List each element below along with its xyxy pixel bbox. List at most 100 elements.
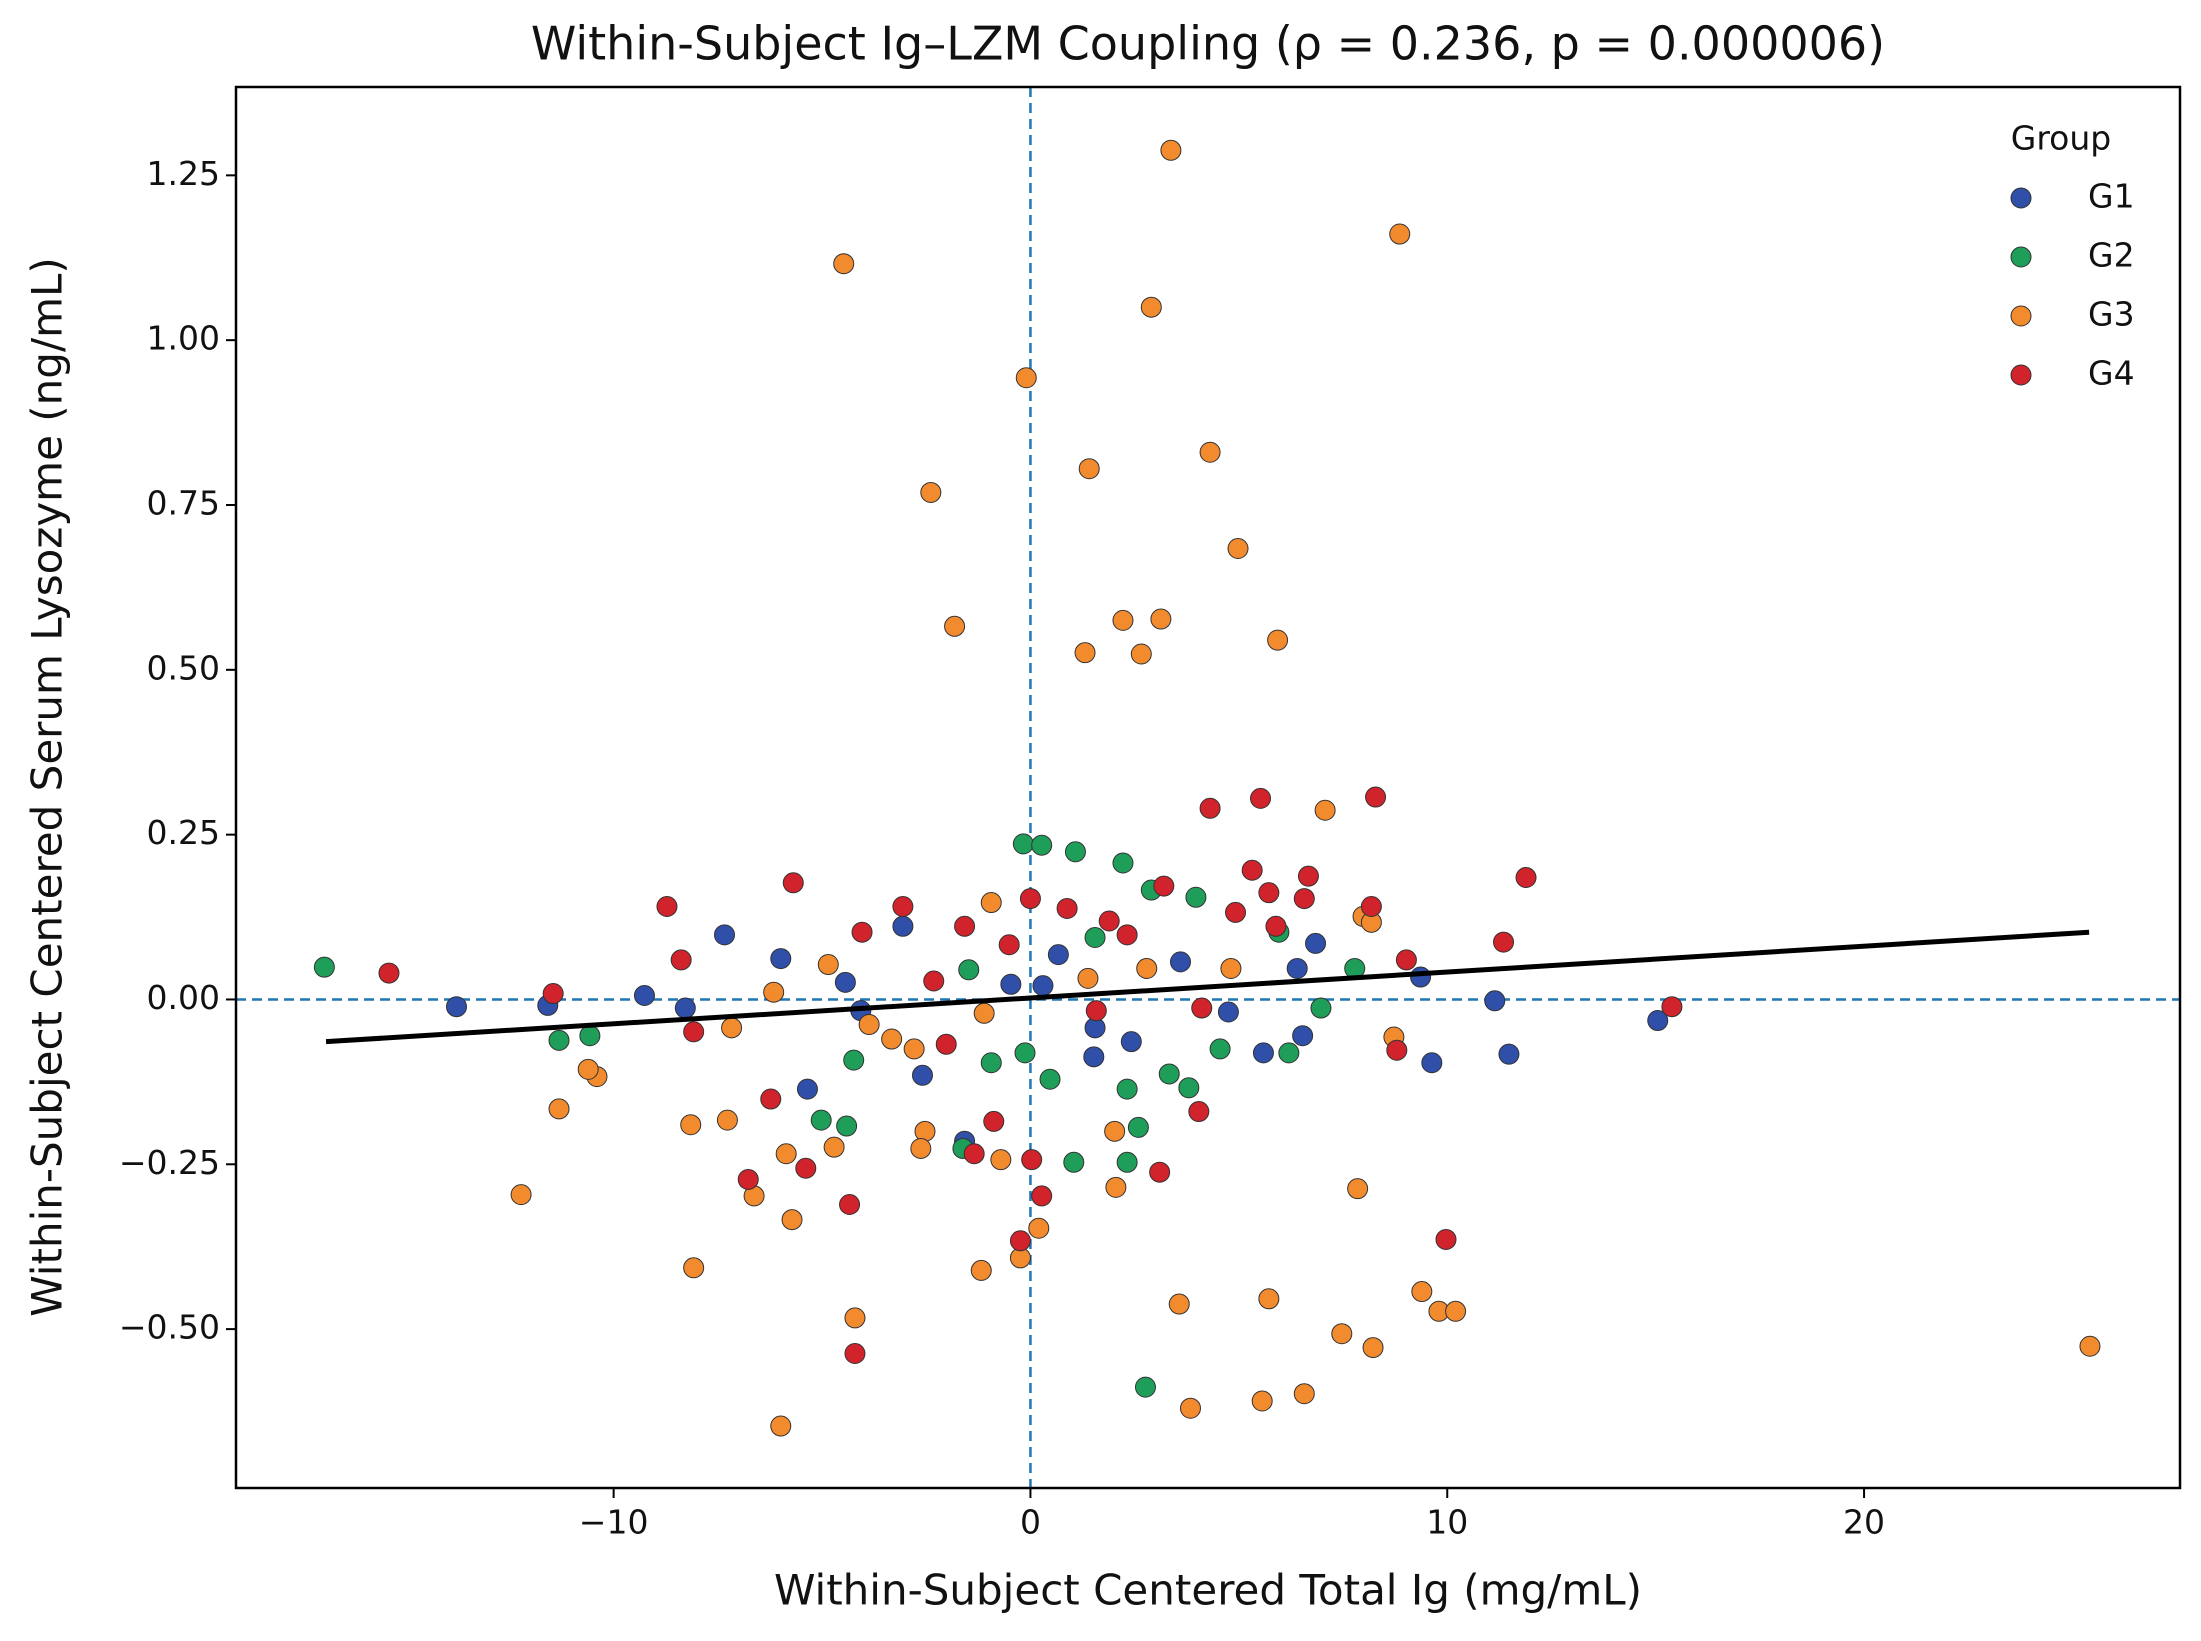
scatter-point [911,1064,933,1086]
scatter-point [1084,926,1106,948]
scatter-point [990,1149,1012,1171]
scatter-point [1015,367,1037,389]
scatter-point [944,615,966,637]
scatter-point [721,1017,743,1039]
scatter-point [1000,973,1022,995]
scatter-point [674,997,696,1019]
scatter-point [542,983,564,1005]
scatter-point [1445,1300,1467,1322]
scatter-point [1435,1228,1457,1250]
scatter-point [1225,901,1247,923]
x-tick-label: 10 [1426,1503,1468,1542]
scatter-point [844,1343,866,1365]
scatter-point [817,954,839,976]
scatter-point [680,1114,702,1136]
scatter-point [1185,886,1207,908]
scatter-point [980,1052,1002,1074]
scatter-point [760,1088,782,1110]
scatter-point [836,1115,858,1137]
scatter-point [920,481,942,503]
scatter-point [1039,1068,1061,1090]
scatter-point [1116,924,1138,946]
scatter-point [775,1143,797,1165]
y-tick-label: −0.25 [119,1143,220,1182]
scatter-point [770,948,792,970]
scatter-point [548,1098,570,1120]
scatter-point [1112,609,1134,631]
scatter-point [2079,1335,2101,1357]
y-axis-label: Within-Subject Centered Serum Lysozyme (… [23,257,72,1317]
legend-label: G1 [2088,177,2135,216]
scatter-point [1227,538,1249,560]
scatter-point [844,1307,866,1329]
scatter-point [1331,1323,1353,1345]
scatter-point [1085,1000,1107,1022]
scatter-point [1252,1042,1274,1064]
scatter-point [1360,896,1382,918]
scatter-point [1179,1397,1201,1419]
scatter-point [1278,1042,1300,1064]
scatter-point [1220,957,1242,979]
scatter-point [1286,957,1308,979]
scatter-point [1292,1025,1314,1047]
scatter-point [1116,1078,1138,1100]
scatter-point [1031,1185,1053,1207]
scatter-point [548,1029,570,1051]
legend-marker [2010,187,2032,209]
scatter-point [796,1078,818,1100]
scatter-point [633,985,655,1007]
y-tick-label: 1.00 [147,319,220,358]
scatter-point [579,1025,601,1047]
scatter-point [1021,1149,1043,1171]
scatter-point [1149,1161,1171,1183]
scatter-point [1064,841,1086,863]
scatter-point [1395,949,1417,971]
scatter-point [1515,866,1537,888]
scatter-point [1251,1390,1273,1412]
legend-marker [2010,364,2032,386]
scatter-point [1160,139,1182,161]
scatter-point [1047,944,1069,966]
scatter-point [781,1209,803,1231]
y-tick-label: 0.75 [147,483,220,522]
scatter-point [1031,834,1053,856]
y-tick-label: 1.25 [147,154,220,193]
scatter-point [1199,797,1221,819]
scatter-point [1389,223,1411,245]
scatter-point [958,959,980,981]
scatter-point [914,1120,936,1142]
legend-label: G2 [2088,236,2135,275]
scatter-point [1120,1031,1142,1053]
scatter-point [1136,957,1158,979]
scatter-point [1199,441,1221,463]
scatter-point [577,1058,599,1080]
scatter-point [998,934,1020,956]
scatter-point [1104,1120,1126,1142]
scatter-point [683,1257,705,1279]
scatter-point [935,1033,957,1055]
y-tick-label: −0.50 [119,1308,220,1347]
scatter-point [834,971,856,993]
scatter-point [313,956,335,978]
scatter-point [1188,1101,1210,1123]
scatter-point [892,915,914,937]
scatter-point [1297,865,1319,887]
scatter-point [1661,996,1683,1018]
legend-label: G4 [2088,354,2135,393]
scatter-point [683,1021,705,1043]
scatter-point [1365,786,1387,808]
scatter-point [795,1157,817,1179]
scatter-point [1421,1052,1443,1074]
scatter-point [1150,608,1172,630]
scatter-point [737,1168,759,1190]
legend-marker [2010,246,2032,268]
scatter-point [1063,1151,1085,1173]
scatter-point [954,915,976,937]
scatter-point [656,896,678,918]
scatter-point [1305,932,1327,954]
scatter-point [1362,1337,1384,1359]
scatter-point [510,1184,532,1206]
scatter-point [770,1415,792,1437]
